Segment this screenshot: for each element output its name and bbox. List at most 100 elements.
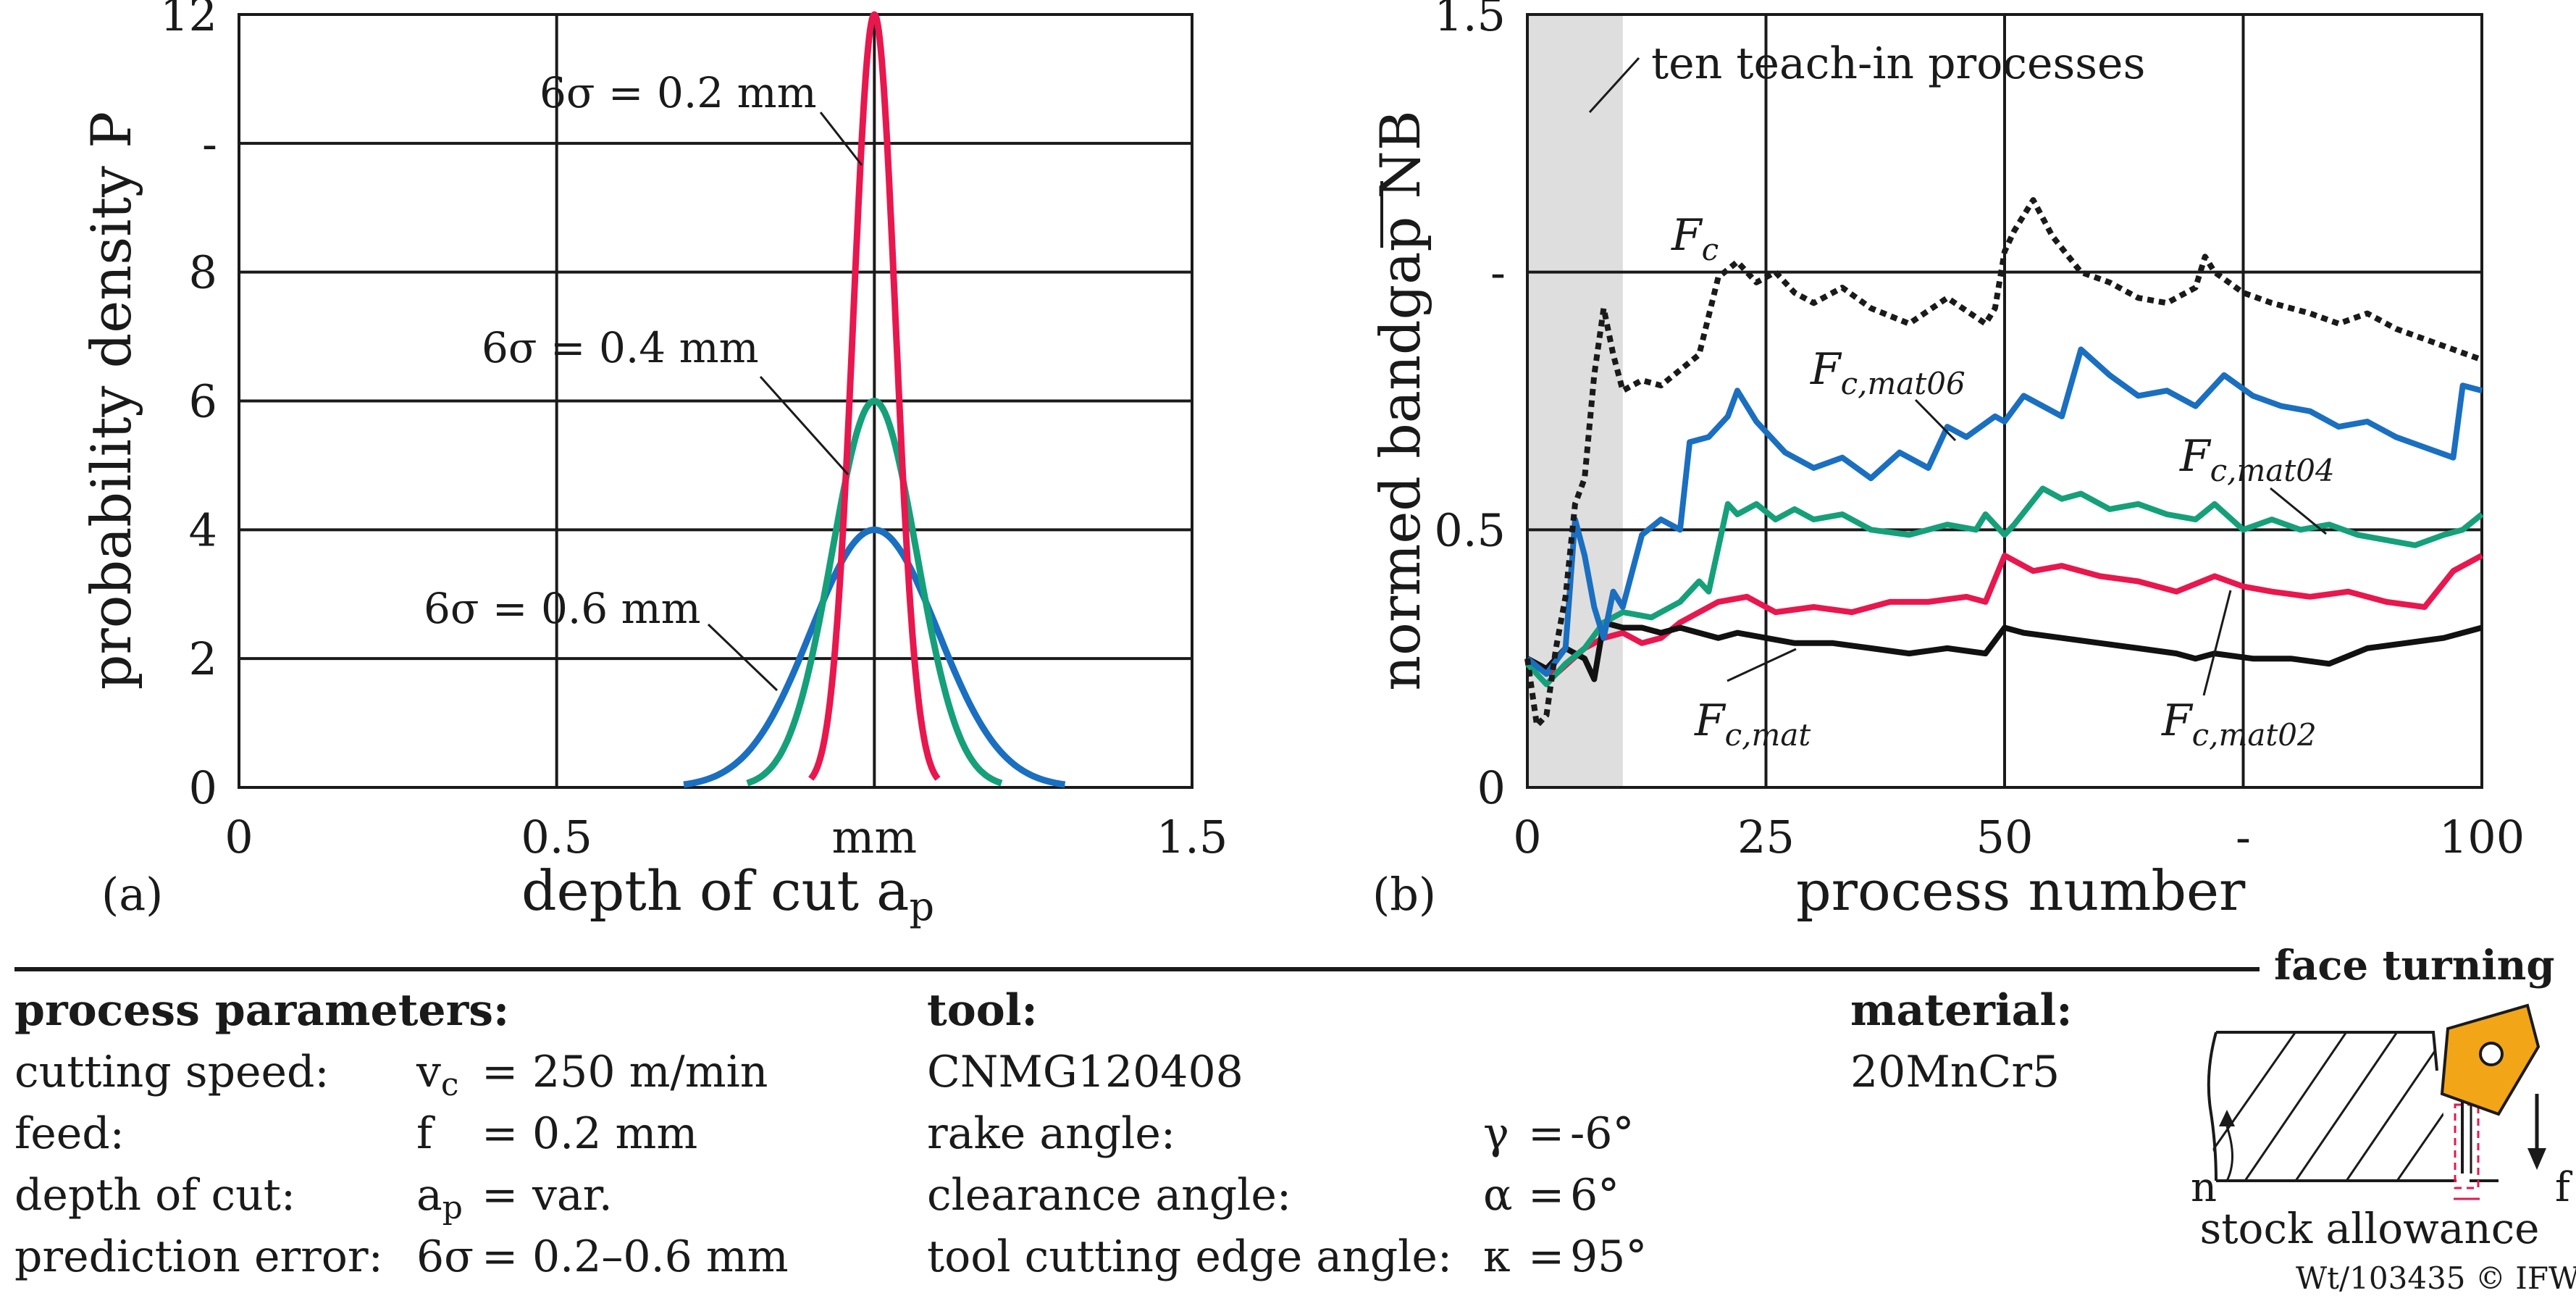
chart-b-series <box>1524 197 2484 729</box>
label-fc-mat04: Fc,mat04 <box>2179 431 2335 488</box>
n-arrow-head <box>2219 1110 2235 1126</box>
label-fc-mat06: Fc,mat06 <box>1810 344 1965 401</box>
process-row-symbol: vc <box>416 1047 459 1103</box>
process-heading: process parameters: <box>14 985 510 1036</box>
chart-b-leaders <box>1727 398 2327 696</box>
chart-a-y-tick-label: 2 <box>189 632 217 685</box>
tool-row-label: tool cutting edge angle: <box>927 1231 1453 1282</box>
chart-a-panel-label: (a) <box>101 868 163 921</box>
n-rotation-arrow <box>2225 1126 2233 1181</box>
material-name: 20MnCr5 <box>1850 1047 2060 1097</box>
leader-fc-mat04 <box>2270 487 2327 535</box>
chart-a-y-tick-label: 12 <box>160 0 217 41</box>
section-title: face turning <box>2274 942 2555 990</box>
workpiece <box>2209 1032 2451 1181</box>
tool-row-value: 6° <box>1570 1170 1620 1221</box>
label-sigma-04: 6σ = 0.4 mm <box>482 323 759 372</box>
tool-name: CNMG120408 <box>927 1047 1243 1097</box>
label-fc: Fc <box>1671 210 1719 267</box>
face-turning-sketch: n f stock allowance <box>2191 1003 2573 1253</box>
process-row-value: 250 m/min <box>532 1047 768 1097</box>
chart-a-tick-labels: 0 0.5 mm 1.5 0 2 4 6 8 - 12 <box>160 0 1228 863</box>
tool-heading: tool: <box>927 985 1038 1036</box>
chart-a-y-tick-label: 0 <box>189 761 217 814</box>
chart-a-ylabel: probability density P <box>79 112 143 690</box>
leader-fc-mat02 <box>2202 590 2232 696</box>
leader-teach-in <box>1588 57 1640 114</box>
tool-row-label: clearance angle: <box>927 1170 1292 1221</box>
chart-b-x-tick-label: - <box>2236 811 2251 863</box>
process-row-label: feed: <box>14 1108 125 1159</box>
chart-a-y-tick-label: 8 <box>189 246 217 299</box>
density-curve <box>746 398 1003 787</box>
tool-row-symbol: α <box>1483 1170 1513 1221</box>
chart-a-y-tick-label: - <box>202 117 217 170</box>
leader-sigma-06 <box>707 623 779 692</box>
chart-a-x-tick-label: 0.5 <box>521 811 592 863</box>
chart-a: 0 0.5 mm 1.5 0 2 4 6 8 - 12 6σ = 0.2 mm 6σ = 0.4 m… <box>79 0 1228 929</box>
chart-b-series-labels: Fc Fc,mat06 Fc,mat04 Fc,mat Fc,mat02 <box>1671 210 2335 753</box>
chart-a-curves <box>683 11 1066 788</box>
leader-sigma-02 <box>819 112 863 166</box>
process-row-label: cutting speed: <box>14 1047 330 1097</box>
chart-b-x-tick-label: 0 <box>1513 811 1541 863</box>
chart-b-panel-label: (b) <box>1372 868 1436 921</box>
chart-a-xlabel: depth of cut ap <box>521 858 934 929</box>
process-row-value: 0.2 mm <box>532 1108 698 1159</box>
chart-b-y-tick-label: 0 <box>1477 761 1506 814</box>
tool-row-value: 95° <box>1570 1231 1648 1282</box>
label-fc-mat: Fc,mat <box>1694 695 1811 753</box>
chart-b-tick-labels: 0 25 50 - 100 0 0.5 - 1.5 <box>1434 0 2525 863</box>
f-label: f <box>2555 1164 2573 1211</box>
copyright: Wt/103435 © IFW <box>2296 1260 2576 1296</box>
density-curve <box>683 526 1066 788</box>
tool-row-symbol: κ <box>1483 1231 1511 1282</box>
process-row-value: var. <box>532 1170 613 1221</box>
insert-hole <box>2479 1042 2504 1066</box>
feed-arrow-head <box>2527 1148 2546 1170</box>
tool-row-value: -6° <box>1570 1108 1635 1159</box>
material-heading: material: <box>1850 985 2073 1036</box>
leader-fc-mat06 <box>1914 398 1957 442</box>
chart-b-ylabel: normed bandgap NB <box>1368 110 1432 691</box>
chart-a-x-tick-label: 0 <box>225 811 253 863</box>
chart-b-y-tick-label: 1.5 <box>1434 0 1506 41</box>
series-line-c-mat02 <box>1526 552 2483 677</box>
chart-a-x-tick-label: mm <box>832 811 918 863</box>
process-row-label: depth of cut: <box>14 1170 296 1221</box>
label-sigma-06: 6σ = 0.6 mm <box>424 584 701 633</box>
process-row-symbol: 6σ <box>416 1231 474 1282</box>
chart-a-x-tick-label: 1.5 <box>1157 811 1228 863</box>
stock-allowance-marker <box>2454 1103 2480 1189</box>
tool-row-eq: = <box>1528 1108 1565 1159</box>
process-row-eq: = <box>482 1170 519 1221</box>
chart-a-y-tick-label: 4 <box>189 503 217 556</box>
chart-a-y-tick-label: 6 <box>189 375 217 428</box>
chart-b-y-tick-label: 0.5 <box>1434 503 1506 556</box>
n-label: n <box>2191 1164 2217 1211</box>
chart-b-x-tick-label: 100 <box>2439 811 2525 863</box>
series-line-c-mat <box>1526 619 2483 682</box>
label-fc-mat02: Fc,mat02 <box>2161 695 2317 753</box>
chart-b-x-tick-label: 25 <box>1737 811 1795 863</box>
leader-fc-mat <box>1727 648 1797 682</box>
leader-sigma-04 <box>759 375 849 476</box>
chart-b-y-tick-label: - <box>1490 246 1506 299</box>
chart-a-leaders <box>707 112 863 692</box>
process-row-eq: = <box>482 1108 519 1159</box>
process-row-eq: = <box>482 1231 519 1282</box>
label-sigma-02: 6σ = 0.2 mm <box>540 68 817 117</box>
tool-row-label: rake angle: <box>927 1108 1176 1159</box>
chart-a-curve-labels: 6σ = 0.2 mm 6σ = 0.4 mm 6σ = 0.6 mm <box>424 68 817 633</box>
process-row-value: 0.2–0.6 mm <box>532 1231 789 1282</box>
chart-b: 0 25 50 - 100 0 0.5 - 1.5 ten teach-in processes… <box>1368 0 2525 923</box>
teach-in-label: ten teach-in processes <box>1651 38 2145 89</box>
series-line-c-mat06 <box>1525 346 2483 677</box>
process-row-symbol: f <box>416 1108 433 1159</box>
stock-allowance-caption: stock allowance <box>2199 1204 2539 1253</box>
chart-b-x-tick-label: 50 <box>1976 811 2034 863</box>
tool-row-eq: = <box>1528 1170 1565 1221</box>
process-row-label: prediction error: <box>14 1231 383 1282</box>
chart-a-grid <box>239 14 1192 787</box>
